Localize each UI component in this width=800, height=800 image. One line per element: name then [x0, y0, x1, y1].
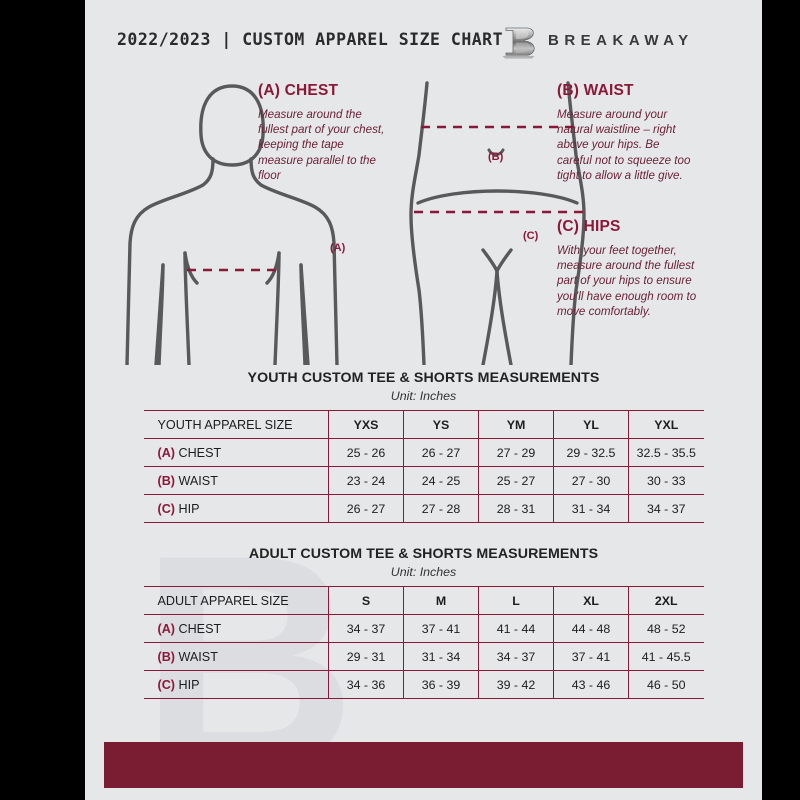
- adult-waist-2xl: 41 - 45.5: [628, 642, 704, 671]
- adult-chest-m: 37 - 41: [403, 614, 479, 643]
- adult-row-label-chest: (A) CHEST: [143, 614, 329, 643]
- adult-waist-l: 34 - 37: [478, 642, 554, 671]
- brand-name: BREAKAWAY: [548, 32, 694, 49]
- callout-hips: (C) HIPS With your feet together, measur…: [557, 218, 697, 319]
- adult-chest-l: 41 - 44: [478, 614, 554, 643]
- callout-hips-body: With your feet together, measure around …: [557, 244, 697, 318]
- youth-chest-ys: 26 - 27: [403, 438, 479, 467]
- lower-body-front-silhouette: [409, 81, 586, 365]
- adult-hip-s: 34 - 36: [328, 670, 404, 699]
- table-row: (C) HIP 34 - 36 36 - 39 39 - 42 43 - 46 46 - …: [143, 670, 704, 699]
- youth-hip-ys: 27 - 28: [403, 494, 479, 523]
- adult-size-header-s: S: [328, 586, 404, 615]
- youth-chest-yxl: 32.5 - 35.5: [628, 438, 704, 467]
- adult-table-unit: Unit: Inches: [390, 565, 457, 579]
- table-row: (A) CHEST 25 - 26 26 - 27 27 - 29 29 - 32.5 3…: [143, 438, 704, 467]
- adult-waist-s: 29 - 31: [328, 642, 404, 671]
- adult-table-header-row: ADULT APPAREL SIZE S M L XL 2XL: [143, 586, 704, 615]
- table-row: (A) CHEST 34 - 37 37 - 41 41 - 44 44 - 48 48 …: [143, 614, 704, 643]
- youth-table-title: YOUTH CUSTOM TEE & SHORTS MEASUREMENTS: [247, 370, 600, 386]
- youth-hip-yl: 31 - 34: [553, 494, 629, 523]
- youth-size-table: YOUTH APPAREL SIZE YXS YS YM YL YXL (A) CHEST 2…: [143, 410, 704, 523]
- youth-waist-yxl: 30 - 33: [628, 466, 704, 495]
- youth-table-header-row: YOUTH APPAREL SIZE YXS YS YM YL YXL: [143, 410, 704, 439]
- youth-chest-yxs: 25 - 26: [328, 438, 404, 467]
- size-chart-page: B 2022/2023 | CUSTOM APPAREL SIZE CHART …: [85, 0, 762, 800]
- footer-accent-bar: [104, 742, 743, 788]
- row-marker-tag: (C): [157, 501, 175, 516]
- page-header: 2022/2023 | CUSTOM APPAREL SIZE CHART BR…: [85, 24, 762, 64]
- adult-chest-s: 34 - 37: [328, 614, 404, 643]
- youth-size-header-yxs: YXS: [328, 410, 404, 439]
- callout-waist: (B) WAIST Measure around your natural wa…: [557, 82, 692, 183]
- adult-table-title: ADULT CUSTOM TEE & SHORTS MEASUREMENTS: [248, 546, 599, 562]
- table-row: (B) WAIST 29 - 31 31 - 34 34 - 37 37 - 41 41 …: [143, 642, 704, 671]
- youth-row-label-hip: (C) HIP: [143, 494, 329, 523]
- youth-hip-ym: 28 - 31: [478, 494, 554, 523]
- row-marker-tag: (C): [157, 677, 175, 692]
- adult-hip-2xl: 46 - 50: [628, 670, 704, 699]
- youth-hip-yxs: 26 - 27: [328, 494, 404, 523]
- table-row: (B) WAIST 23 - 24 24 - 25 25 - 27 27 - 30 30 …: [143, 466, 704, 495]
- youth-waist-yl: 27 - 30: [553, 466, 629, 495]
- adult-size-header-2xl: 2XL: [628, 586, 704, 615]
- youth-waist-ym: 25 - 27: [478, 466, 554, 495]
- row-marker-tag: (B): [157, 649, 175, 664]
- row-marker-tag: (A): [157, 621, 175, 636]
- waist-marker-label: (B): [488, 151, 504, 163]
- callout-hips-heading: (C) HIPS: [557, 218, 621, 235]
- youth-row-label-waist: (B) WAIST: [143, 466, 329, 495]
- youth-size-header-yl: YL: [553, 410, 629, 439]
- youth-size-header-ys: YS: [403, 410, 479, 439]
- youth-row-label-chest: (A) CHEST: [143, 438, 329, 467]
- hip-marker-label: (C): [523, 230, 539, 242]
- measurement-diagram: (A) (B) (C): [85, 70, 762, 365]
- adult-row-label-hip: (C) HIP: [143, 670, 329, 699]
- adult-size-header-m: M: [403, 586, 479, 615]
- adult-size-header-xl: XL: [553, 586, 629, 615]
- row-marker-tag: (B): [157, 473, 175, 488]
- youth-measurements-section: YOUTH CUSTOM TEE & SHORTS MEASUREMENTS U…: [85, 370, 762, 523]
- adult-row-label-waist: (B) WAIST: [143, 642, 329, 671]
- youth-size-header-ym: YM: [478, 410, 554, 439]
- adult-apparel-size-header: ADULT APPAREL SIZE: [143, 586, 329, 615]
- callout-waist-heading: (B) WAIST: [557, 82, 634, 99]
- adult-waist-m: 31 - 34: [403, 642, 479, 671]
- youth-table-unit: Unit: Inches: [390, 389, 457, 403]
- chest-marker-label: (A): [330, 242, 346, 254]
- adult-size-table: ADULT APPAREL SIZE S M L XL 2XL (A) CHEST 34 - …: [143, 586, 704, 699]
- adult-measurements-section: ADULT CUSTOM TEE & SHORTS MEASUREMENTS U…: [85, 546, 762, 699]
- adult-hip-l: 39 - 42: [478, 670, 554, 699]
- youth-apparel-size-header: YOUTH APPAREL SIZE: [143, 410, 329, 439]
- youth-waist-ys: 24 - 25: [403, 466, 479, 495]
- adult-hip-xl: 43 - 46: [553, 670, 629, 699]
- youth-size-header-yxl: YXL: [628, 410, 704, 439]
- adult-size-header-l: L: [478, 586, 554, 615]
- row-marker-tag: (A): [157, 445, 175, 460]
- upper-body-front-silhouette: [125, 84, 339, 365]
- adult-chest-xl: 44 - 48: [553, 614, 629, 643]
- adult-waist-xl: 37 - 41: [553, 642, 629, 671]
- callout-chest-body: Measure around the fullest part of your …: [258, 108, 385, 182]
- page-title: 2022/2023 | CUSTOM APPAREL SIZE CHART: [117, 30, 504, 49]
- youth-chest-yl: 29 - 32.5: [553, 438, 629, 467]
- youth-waist-yxs: 23 - 24: [328, 466, 404, 495]
- youth-hip-yxl: 34 - 37: [628, 494, 704, 523]
- adult-hip-m: 36 - 39: [403, 670, 479, 699]
- callout-waist-body: Measure around your natural waistline – …: [557, 108, 691, 182]
- breakaway-b-logo-icon: [502, 27, 535, 59]
- callout-chest: (A) CHEST Measure around the fullest par…: [258, 82, 390, 183]
- adult-chest-2xl: 48 - 52: [628, 614, 704, 643]
- youth-chest-ym: 27 - 29: [478, 438, 554, 467]
- callout-chest-heading: (A) CHEST: [258, 82, 339, 99]
- table-row: (C) HIP 26 - 27 27 - 28 28 - 31 31 - 34 34 - …: [143, 494, 704, 523]
